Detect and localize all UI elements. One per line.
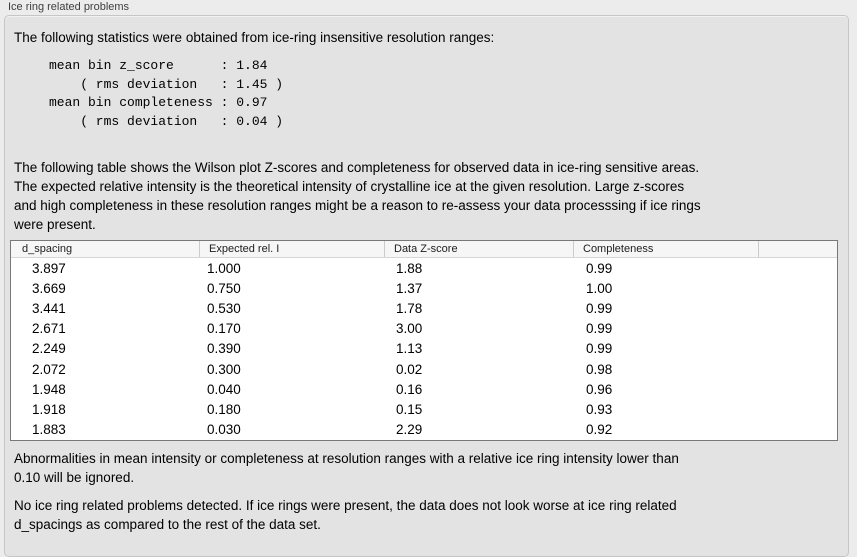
- table-cell: 1.37: [396, 280, 423, 296]
- table-cell: 3.00: [396, 321, 423, 337]
- table-header: d_spacing Expected rel. I Data Z-score Comp…: [11, 241, 837, 258]
- table-cell: 2.249: [32, 341, 66, 357]
- table-cell: 1.883: [32, 422, 66, 438]
- table-cell: 2.671: [32, 321, 66, 337]
- table-cell: 0.390: [207, 341, 241, 357]
- table-row[interactable]: 2.072 0.300 0.02 0.98: [11, 358, 837, 380]
- table-cell: 0.530: [207, 300, 241, 316]
- intro-text: The following statistics were obtained f…: [14, 30, 495, 45]
- table-body: 3.897 1.000 1.88 0.99 3.669 0.750 1.37 1.00 3.44…: [11, 258, 837, 440]
- table-row[interactable]: 2.671 0.170 3.00 0.99: [11, 318, 837, 339]
- table-cell: 0.99: [586, 300, 613, 316]
- table-row[interactable]: 1.883 0.030 2.29 0.92: [11, 419, 837, 440]
- table-cell: 2.072: [32, 361, 66, 377]
- table-cell: 0.16: [396, 381, 423, 397]
- table-row[interactable]: 2.249 0.390 1.13 0.99: [11, 338, 837, 359]
- table-row[interactable]: 1.948 0.040 0.16 0.96: [11, 379, 837, 400]
- table-cell: 1.00: [586, 280, 613, 296]
- table-cell: 0.99: [586, 260, 613, 276]
- table-cell: 0.300: [207, 361, 241, 377]
- column-header[interactable]: d_spacing: [22, 243, 73, 255]
- table-row[interactable]: 3.669 0.750 1.37 1.00: [11, 278, 837, 299]
- table-cell: 3.441: [32, 300, 66, 316]
- table-cell: 0.99: [586, 341, 613, 357]
- table-cell: 3.669: [32, 280, 66, 296]
- footer-note-text: Abnormalities in mean intensity or compl…: [14, 451, 679, 485]
- column-header[interactable]: [758, 241, 837, 257]
- table-cell: 0.750: [207, 280, 241, 296]
- table-cell: 1.13: [396, 341, 423, 357]
- table-cell: 1.918: [32, 401, 66, 417]
- table-cell: 0.170: [207, 321, 241, 337]
- table-cell: 1.000: [207, 260, 241, 276]
- groupbox-title: Ice ring related problems: [8, 1, 130, 13]
- table-cell: 0.030: [207, 422, 241, 438]
- table-cell: 1.948: [32, 381, 66, 397]
- conclusion-text: No ice ring related problems detected. I…: [14, 498, 677, 532]
- table-row[interactable]: 3.897 1.000 1.88 0.99: [11, 258, 837, 279]
- table-cell: 0.180: [207, 401, 241, 417]
- table-cell: 0.92: [586, 422, 613, 438]
- table-row[interactable]: 3.441 0.530 1.78 0.99: [11, 298, 837, 319]
- column-header[interactable]: Expected rel. I: [199, 241, 384, 257]
- table-cell: 0.99: [586, 321, 613, 337]
- table-cell: 0.040: [207, 381, 241, 397]
- table-cell: 3.897: [32, 260, 66, 276]
- table-cell: 0.98: [586, 361, 613, 377]
- table-cell: 0.93: [586, 401, 613, 417]
- ice-ring-panel: { "panel": { "title": "Ice ring related …: [4, 1, 849, 557]
- column-header[interactable]: Completeness: [573, 241, 758, 257]
- ice-ring-table: d_spacing Expected rel. I Data Z-score Comp…: [10, 240, 838, 441]
- table-cell: 1.88: [396, 260, 423, 276]
- table-cell: 0.15: [396, 401, 423, 417]
- table-row[interactable]: 1.918 0.180 0.15 0.93: [11, 399, 837, 420]
- column-header[interactable]: Data Z-score: [384, 241, 573, 257]
- statistics-block: mean bin z_score : 1.84 ( rms deviation …: [49, 58, 284, 130]
- table-cell: 0.02: [396, 361, 423, 377]
- table-cell: 1.78: [396, 300, 423, 316]
- table-note-text: The following table shows the Wilson plo…: [14, 160, 701, 232]
- table-cell: 2.29: [396, 422, 423, 438]
- table-cell: 0.96: [586, 381, 613, 397]
